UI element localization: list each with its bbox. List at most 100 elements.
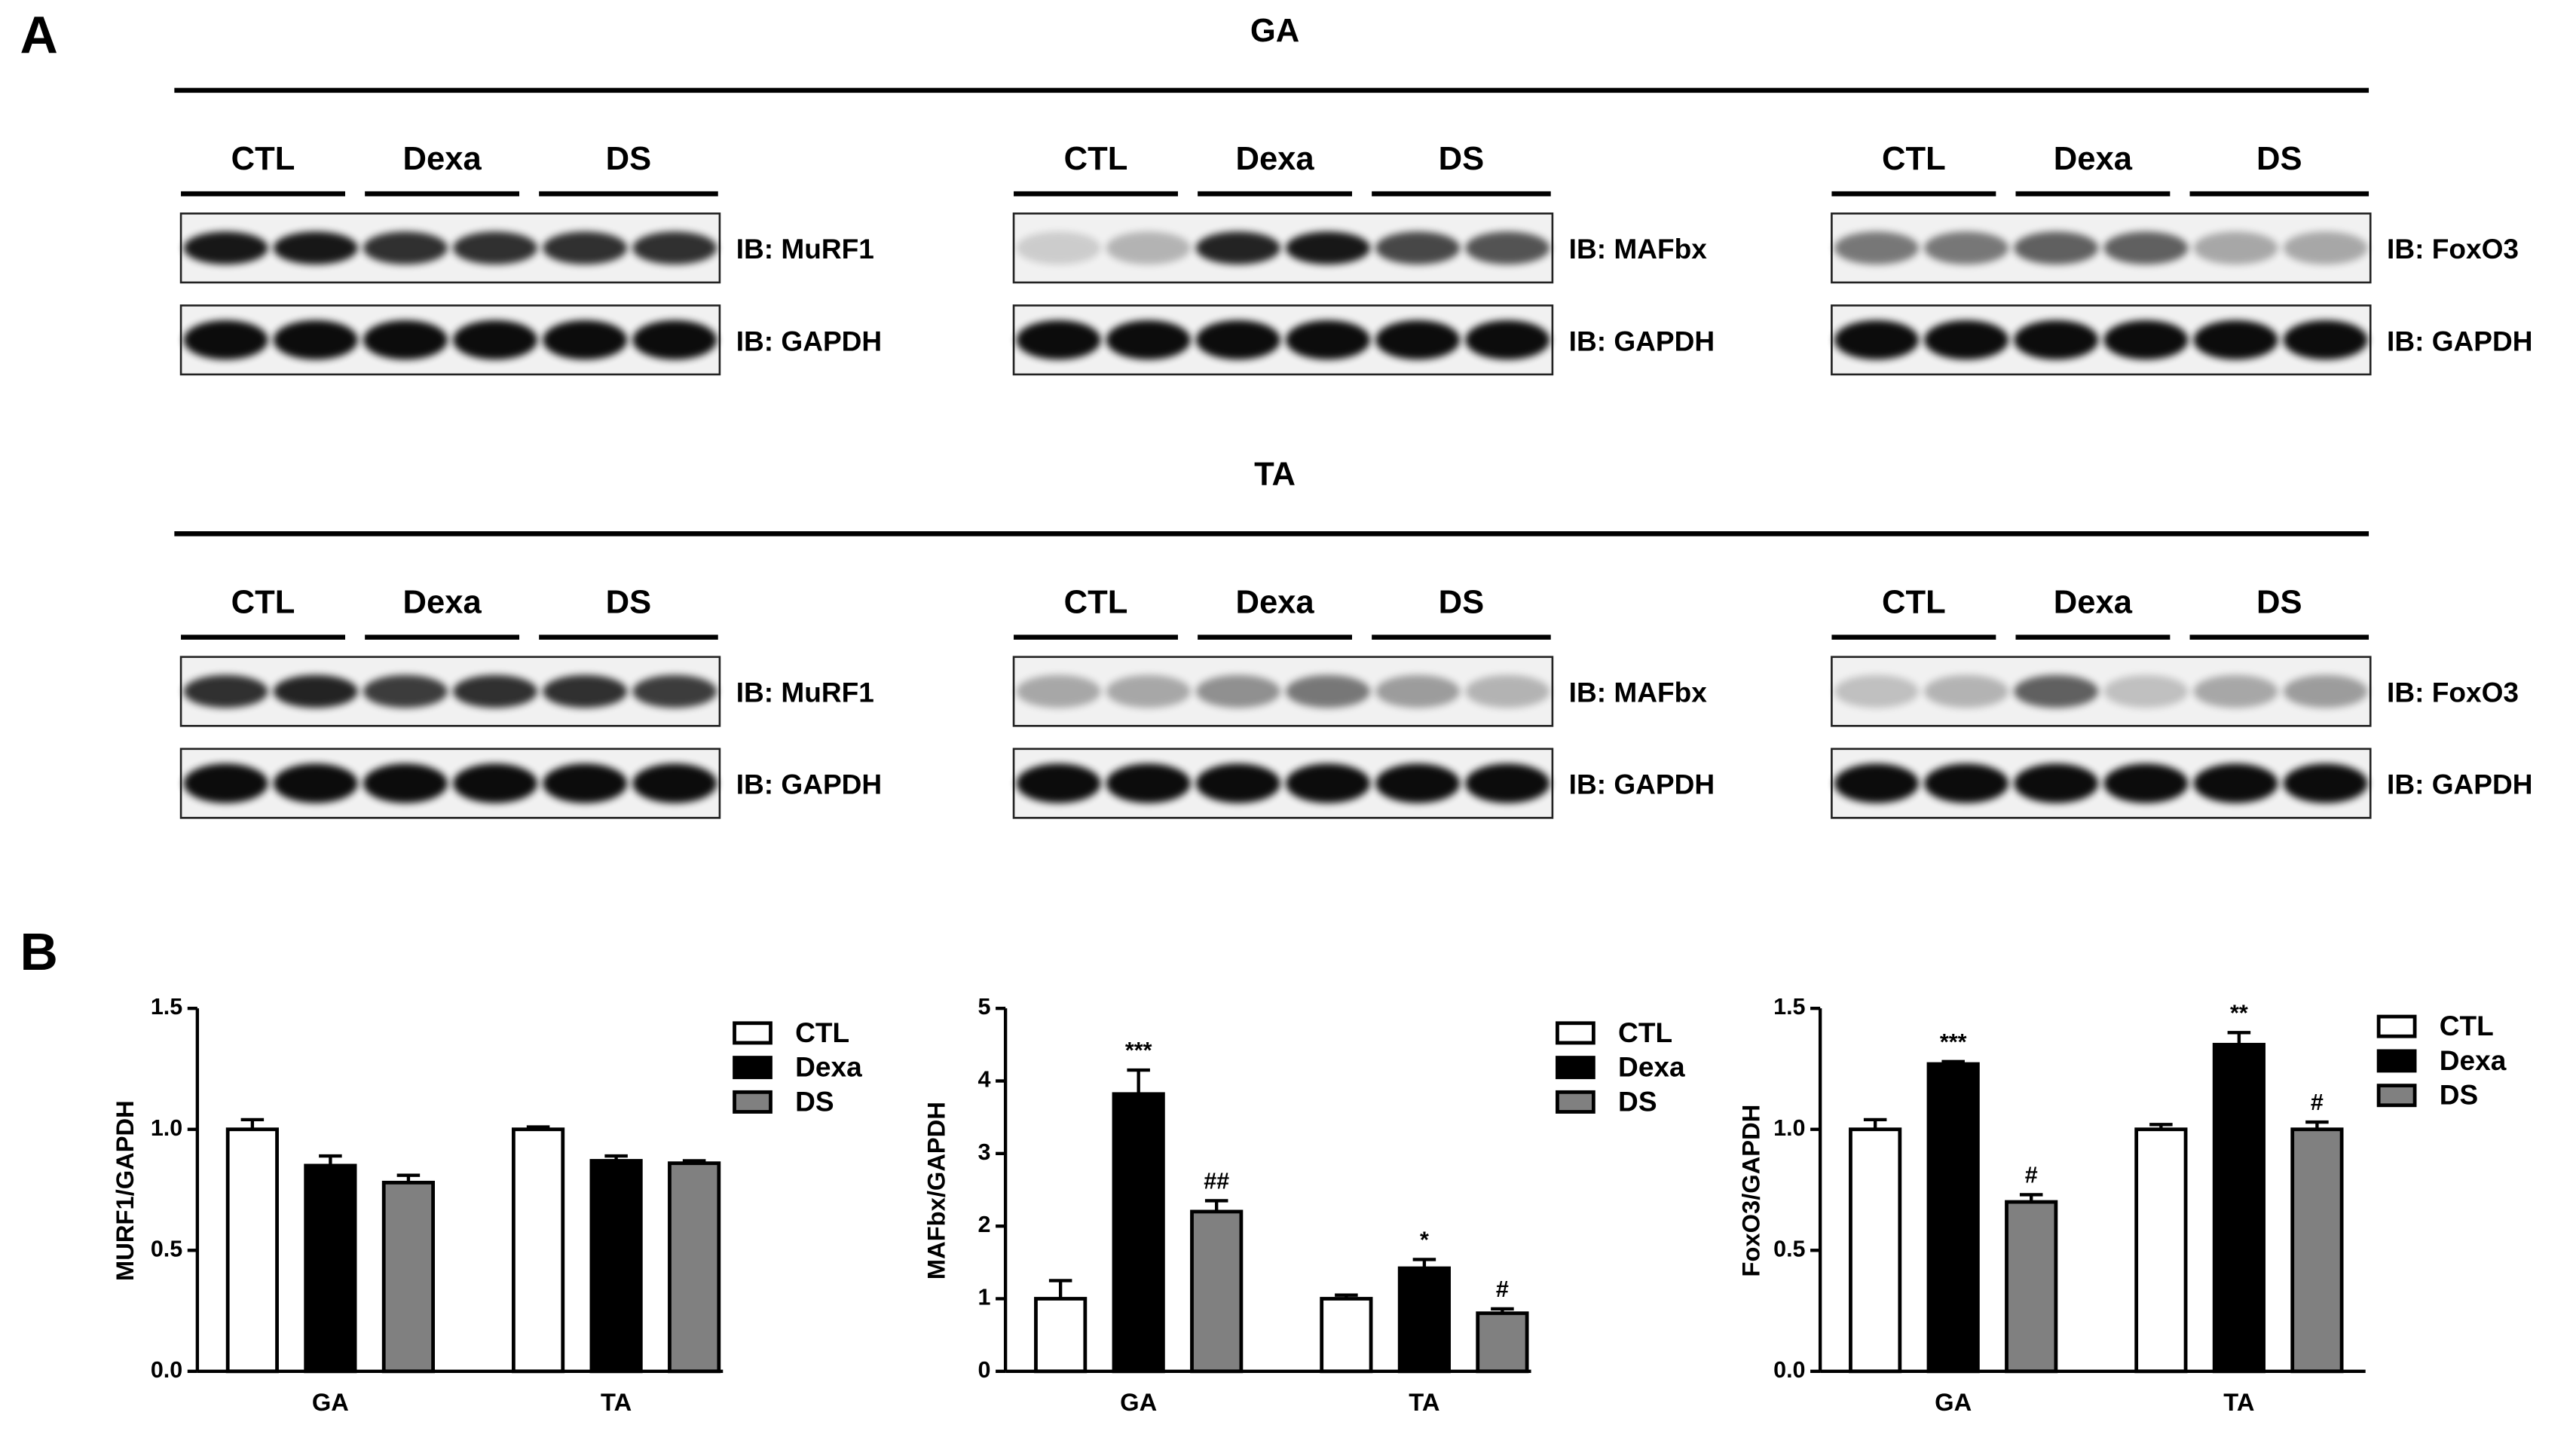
x-tick-label: TA xyxy=(1409,1388,1439,1416)
significance-label: ** xyxy=(2230,1000,2248,1026)
bar xyxy=(1849,1127,1902,1374)
blot-band xyxy=(453,763,538,803)
blot-membrane xyxy=(179,212,721,284)
blot-band xyxy=(1924,320,2009,360)
panel-label: B xyxy=(20,922,57,981)
bar xyxy=(1034,1297,1088,1374)
row-label: IB: FoxO3 xyxy=(2387,677,2519,708)
group-label: Dexa xyxy=(2054,585,2133,621)
legend-label: DS xyxy=(1618,1085,1657,1117)
blot-band xyxy=(1195,320,1280,360)
section-title: TA xyxy=(1254,457,1296,493)
blot-band xyxy=(2283,674,2368,708)
y-tick-label: 1.5 xyxy=(151,994,182,1020)
significance-label: # xyxy=(1496,1276,1509,1302)
bar xyxy=(2005,1200,2058,1374)
legend-label: DS xyxy=(795,1085,834,1117)
row-label: IB: GAPDH xyxy=(1569,769,1715,800)
blot-band xyxy=(1016,763,1101,803)
bar xyxy=(2134,1127,2188,1374)
row-label: IB: GAPDH xyxy=(1569,325,1715,356)
y-tick-label: 0.0 xyxy=(151,1357,182,1383)
blot-membrane xyxy=(1831,748,2372,819)
blot-membrane xyxy=(1831,656,2372,727)
y-tick-label: 0.5 xyxy=(1773,1236,1805,1261)
row-label: IB: GAPDH xyxy=(2387,769,2532,800)
significance-label: ## xyxy=(1204,1169,1229,1194)
legend-swatch xyxy=(1556,1021,1595,1045)
group-label: DS xyxy=(1439,141,1485,177)
blot-band xyxy=(1195,674,1280,708)
blot-band xyxy=(2193,231,2278,264)
blot-band xyxy=(2103,320,2189,360)
blot-band xyxy=(1195,763,1280,803)
blot-membrane xyxy=(1831,304,2372,376)
blot-band xyxy=(453,674,538,708)
legend-swatch xyxy=(2376,1014,2417,1038)
blot-band xyxy=(363,320,448,360)
blot-band xyxy=(2283,763,2368,803)
blot-band xyxy=(1016,320,1101,360)
blot-band xyxy=(1465,763,1550,803)
blot-band xyxy=(1195,231,1280,264)
y-tick-label: 0.5 xyxy=(151,1236,182,1261)
blot-band xyxy=(2014,763,2099,803)
blot-band xyxy=(2283,231,2368,264)
x-tick-label: GA xyxy=(1120,1388,1157,1416)
blot-band xyxy=(1465,231,1550,264)
blot-band xyxy=(363,674,448,708)
legend-label: Dexa xyxy=(2440,1044,2507,1076)
blot-band xyxy=(632,763,717,803)
blot-membrane xyxy=(1012,212,1554,284)
row-label: IB: FoxO3 xyxy=(2387,233,2519,264)
blot-band xyxy=(543,231,628,264)
blot-band xyxy=(1016,674,1101,708)
blot-band xyxy=(632,231,717,264)
legend-label: Dexa xyxy=(1618,1051,1685,1083)
legend-swatch xyxy=(1556,1090,1595,1114)
group-label: Dexa xyxy=(1235,585,1314,621)
bar xyxy=(1397,1266,1451,1374)
blot-band xyxy=(183,320,268,360)
blot-band xyxy=(273,674,358,708)
blot-band xyxy=(1834,763,1919,803)
blot-membrane xyxy=(179,304,721,376)
group-label: DS xyxy=(1439,585,1485,621)
bar xyxy=(225,1127,279,1374)
blot-band xyxy=(183,674,268,708)
legend-swatch xyxy=(2376,1049,2417,1073)
blot-band xyxy=(2193,320,2278,360)
bar xyxy=(589,1159,643,1374)
group-label: CTL xyxy=(231,585,295,621)
blot-band xyxy=(1106,320,1191,360)
x-tick-label: TA xyxy=(2223,1388,2254,1416)
blot-band xyxy=(1106,674,1191,708)
significance-label: *** xyxy=(1940,1029,1967,1055)
blot-band xyxy=(1286,231,1371,264)
blot-band xyxy=(273,763,358,803)
legend-swatch xyxy=(1556,1056,1595,1080)
blot-band xyxy=(1924,231,2009,264)
blot-band xyxy=(1106,231,1191,264)
y-tick-label: 5 xyxy=(978,994,991,1020)
blot-band xyxy=(1375,763,1461,803)
blot-band xyxy=(1834,674,1919,708)
blot-band xyxy=(1016,231,1101,264)
bar xyxy=(512,1127,565,1374)
group-label: Dexa xyxy=(2054,141,2133,177)
bar xyxy=(2290,1127,2344,1374)
y-tick-label: 1.0 xyxy=(151,1115,182,1141)
group-label: Dexa xyxy=(403,585,482,621)
y-tick-label: 1.0 xyxy=(1773,1115,1805,1141)
blot-band xyxy=(183,231,268,264)
group-label: CTL xyxy=(1064,141,1128,177)
blot-band xyxy=(363,231,448,264)
blot-band xyxy=(2103,763,2189,803)
y-axis-label: FoxO3/GAPDH xyxy=(1736,1105,1764,1277)
x-tick-label: TA xyxy=(601,1388,632,1416)
row-label: IB: GAPDH xyxy=(736,769,882,800)
row-label: IB: GAPDH xyxy=(736,325,882,356)
bar xyxy=(2212,1042,2265,1374)
